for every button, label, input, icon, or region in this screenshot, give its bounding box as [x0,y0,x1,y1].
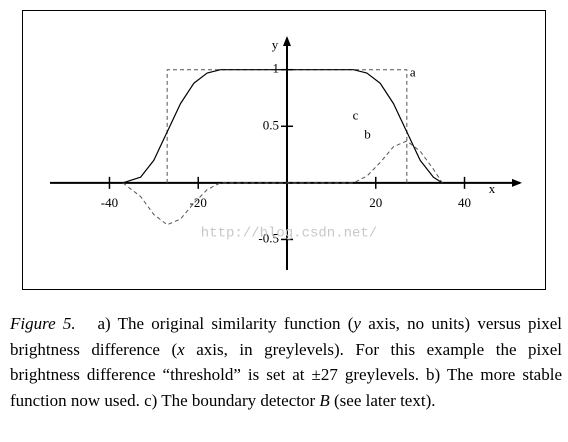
caption-text: axis, no units) versus pixel brightness … [10,314,563,359]
caption-italic: x [177,339,185,359]
caption-text: a) The original similarity function ( [97,314,354,333]
y-tick-label: 0.5 [263,117,279,132]
curve [122,140,443,226]
caption-text: axis, in greylevels). For this example t… [10,339,562,410]
curve [122,69,443,184]
y-tick-label: 1 [272,61,279,76]
figure: x y -40 -20 20 40 -0.5 0.5 1 a bc http://blog.csdn.… [22,10,546,290]
y-axis-label: y [272,37,279,52]
figure-frame [22,10,546,290]
figure-label: Figure 5. [10,314,76,333]
watermark: http://blog.csdn.net/ [201,226,377,242]
x-tick-label: -20 [190,195,207,210]
x-tick-label: 20 [369,195,382,210]
x-tick-label: 40 [458,195,471,210]
caption: Figure 5. a) The original similarity fun… [10,311,562,413]
caption-italic: B [319,390,330,410]
curve-label: c [353,108,359,123]
x-axis-label: x [489,181,496,196]
y-tick-label: -0.5 [258,230,279,245]
caption-text: (see later text). [329,390,436,410]
curve-label: b [364,127,371,142]
curve-label: a [410,65,416,80]
x-arrow [512,178,522,187]
x-tick-label: -40 [101,195,118,210]
y-arrow [282,36,291,46]
caption-italic: y [353,314,361,333]
